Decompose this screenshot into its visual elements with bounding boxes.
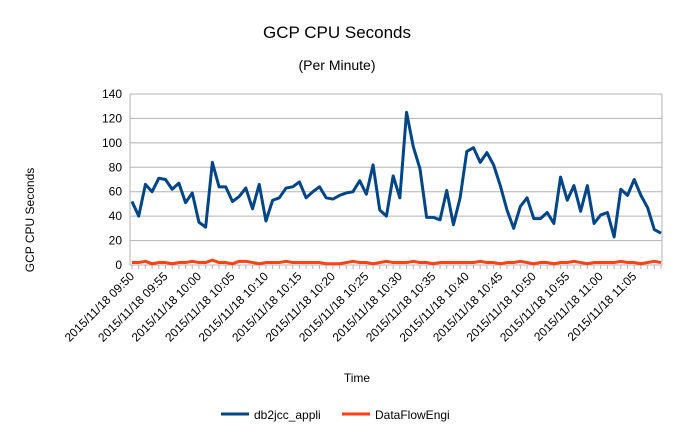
series-line-db2jcc_appli <box>130 110 662 239</box>
y-tick-label: 40 <box>109 209 123 223</box>
y-tick-label: 100 <box>102 136 122 150</box>
legend: db2jcc_appli DataFlowEngi <box>221 408 450 422</box>
y-tick-label: 20 <box>109 234 123 248</box>
y-tick-label: 120 <box>102 111 122 125</box>
series-line-DataFlowEngi <box>132 258 662 266</box>
x-axis-label: Time <box>344 371 371 385</box>
y-tick-label: 140 <box>102 87 122 101</box>
chart-title: GCP CPU Seconds <box>263 23 411 42</box>
y-axis-label: GCP CPU Seconds <box>23 168 37 273</box>
y-tick-label: 0 <box>115 258 122 272</box>
y-tick-label: 80 <box>109 160 123 174</box>
y-tick-label: 60 <box>109 185 123 199</box>
chart-subtitle: (Per Minute) <box>298 57 375 73</box>
legend-label-db2jcc: db2jcc_appli <box>254 408 321 422</box>
legend-label-dataflow: DataFlowEngi <box>375 408 450 422</box>
